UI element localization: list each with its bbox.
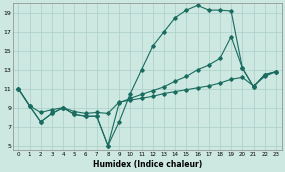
X-axis label: Humidex (Indice chaleur): Humidex (Indice chaleur) [93,159,202,169]
